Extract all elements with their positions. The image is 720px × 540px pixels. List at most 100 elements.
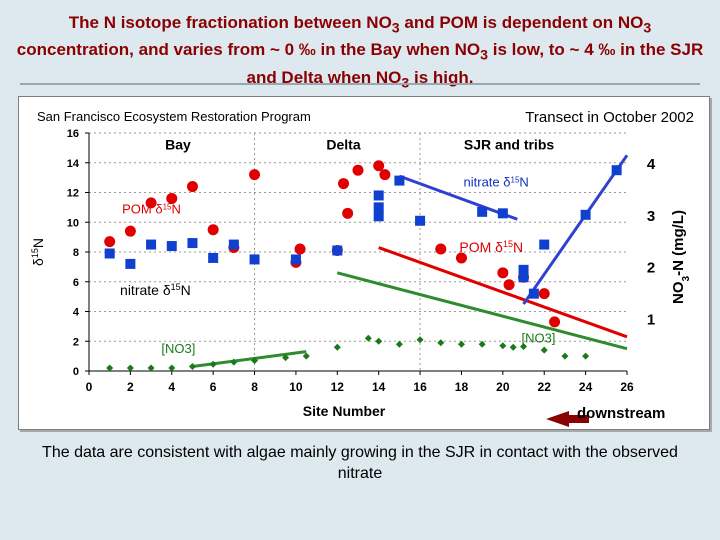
- pom-point: [166, 192, 178, 204]
- no3-point: [540, 346, 548, 354]
- no3-point: [106, 364, 114, 372]
- no3-point: [561, 352, 569, 360]
- no3-point: [302, 352, 310, 360]
- nitrate-point: [528, 288, 539, 299]
- x-tick-label: 12: [331, 380, 345, 394]
- nitrate-annotation-top: nitrate δ15N: [464, 175, 529, 190]
- x-tick-label: 14: [372, 380, 386, 394]
- pom-point: [207, 224, 219, 236]
- fit-line: [336, 271, 628, 351]
- nitrate-point: [373, 202, 384, 213]
- no3-point: [168, 364, 176, 372]
- nitrate-point: [611, 165, 622, 176]
- y-axis-label-left: δ15N: [30, 238, 46, 266]
- no3-point: [251, 357, 259, 365]
- y-tick-label: 2: [73, 336, 79, 348]
- x-tick-label: 16: [413, 380, 427, 394]
- nitrate-point: [125, 258, 136, 269]
- pom-point: [373, 160, 385, 172]
- right-tick-label: 1: [647, 311, 655, 328]
- no3-point: [126, 364, 134, 372]
- no3-point: [209, 360, 217, 368]
- nitrate-point: [187, 238, 198, 249]
- nitrate-point: [518, 264, 529, 275]
- nitrate-point: [228, 239, 239, 250]
- pom-point: [124, 225, 136, 237]
- no3-point: [188, 363, 196, 371]
- title-part: and POM is dependent on NO: [399, 13, 644, 32]
- title-part: is high.: [409, 67, 474, 87]
- pom-point: [497, 267, 509, 279]
- nitrate-point: [373, 211, 384, 222]
- title-part: is low, to ~ 4 ‰ in the SJR and Delta wh…: [246, 40, 704, 87]
- pom-annotation: POM δ15N: [122, 201, 181, 216]
- right-tick-label: 3: [647, 208, 655, 225]
- nitrate-point: [539, 239, 550, 250]
- pom-point: [503, 279, 515, 291]
- caption: The data are consistent with algae mainl…: [42, 444, 678, 482]
- no3-point: [375, 337, 383, 345]
- nitrate-point: [332, 245, 343, 256]
- nitrate-point: [166, 241, 177, 252]
- pom-point: [145, 197, 157, 209]
- y-tick-label: 10: [67, 217, 79, 229]
- title-part: concentration, and varies from ~ 0 ‰ in …: [16, 40, 481, 60]
- nitrate-point: [394, 175, 405, 186]
- nitrate-point: [518, 272, 529, 283]
- nitrate-point: [249, 254, 260, 265]
- x-tick-label: 20: [496, 380, 510, 394]
- x-tick-label: 6: [210, 380, 217, 394]
- title-part: The N isotope fractionation between NO: [68, 13, 392, 32]
- pom-point: [549, 316, 561, 328]
- fit-line: [192, 350, 307, 369]
- chart: San Francisco Ecosystem Restoration Prog…: [30, 109, 694, 427]
- no3-point: [582, 352, 590, 360]
- fit-line: [378, 246, 628, 339]
- nitrate-point: [497, 208, 508, 219]
- pom-point: [338, 178, 350, 190]
- pom-point: [435, 243, 447, 255]
- x-tick-label: 24: [579, 380, 593, 394]
- nitrate-point: [146, 239, 157, 250]
- x-tick-label: 4: [168, 380, 175, 394]
- fit-line: [398, 174, 518, 221]
- title-subscript: 3: [480, 47, 488, 64]
- no3-point: [499, 342, 507, 350]
- downstream-indicator: downstream: [546, 405, 665, 427]
- no3-point: [282, 354, 290, 362]
- x-tick-label: 0: [86, 380, 93, 394]
- nitrate-point: [580, 209, 591, 220]
- x-tick-label: 18: [455, 380, 469, 394]
- x-tick-label: 2: [127, 380, 134, 394]
- nitrate-point: [373, 190, 384, 201]
- y-tick-label: 8: [73, 247, 79, 259]
- nitrate-annotation-mid: nitrate δ15N: [120, 282, 191, 298]
- fit-line: [522, 154, 629, 305]
- pom-point: [104, 236, 116, 248]
- nitrate-point: [104, 248, 115, 259]
- downstream-label: downstream: [577, 405, 665, 422]
- pom-point: [455, 252, 467, 264]
- nitrate-point: [208, 252, 219, 263]
- no3-annotation-right: [NO3]: [521, 331, 555, 346]
- pom-point: [379, 169, 391, 181]
- region-label: SJR and tribs: [464, 136, 554, 152]
- right-tick-label: 2: [647, 260, 655, 277]
- pom-annotation-mid: POM δ15N: [459, 239, 523, 255]
- no3-point: [147, 364, 155, 372]
- y-axis-label-right: NO3-N (mg/L): [670, 210, 692, 304]
- header-right: Transect in October 2002: [525, 109, 694, 126]
- x-tick-label: 22: [538, 380, 552, 394]
- x-tick-label: 8: [251, 380, 258, 394]
- region-label: Bay: [165, 136, 191, 152]
- title-subscript: 3: [391, 20, 400, 37]
- pom-point: [294, 243, 306, 255]
- no3-point: [457, 340, 465, 348]
- y-tick-label: 14: [67, 158, 80, 170]
- y-tick-label: 12: [67, 188, 79, 200]
- region-label: Delta: [326, 136, 360, 152]
- no3-point: [416, 336, 424, 344]
- no3-point: [437, 339, 445, 347]
- pom-point: [538, 288, 550, 300]
- no3-annotation-left: [NO3]: [161, 341, 195, 356]
